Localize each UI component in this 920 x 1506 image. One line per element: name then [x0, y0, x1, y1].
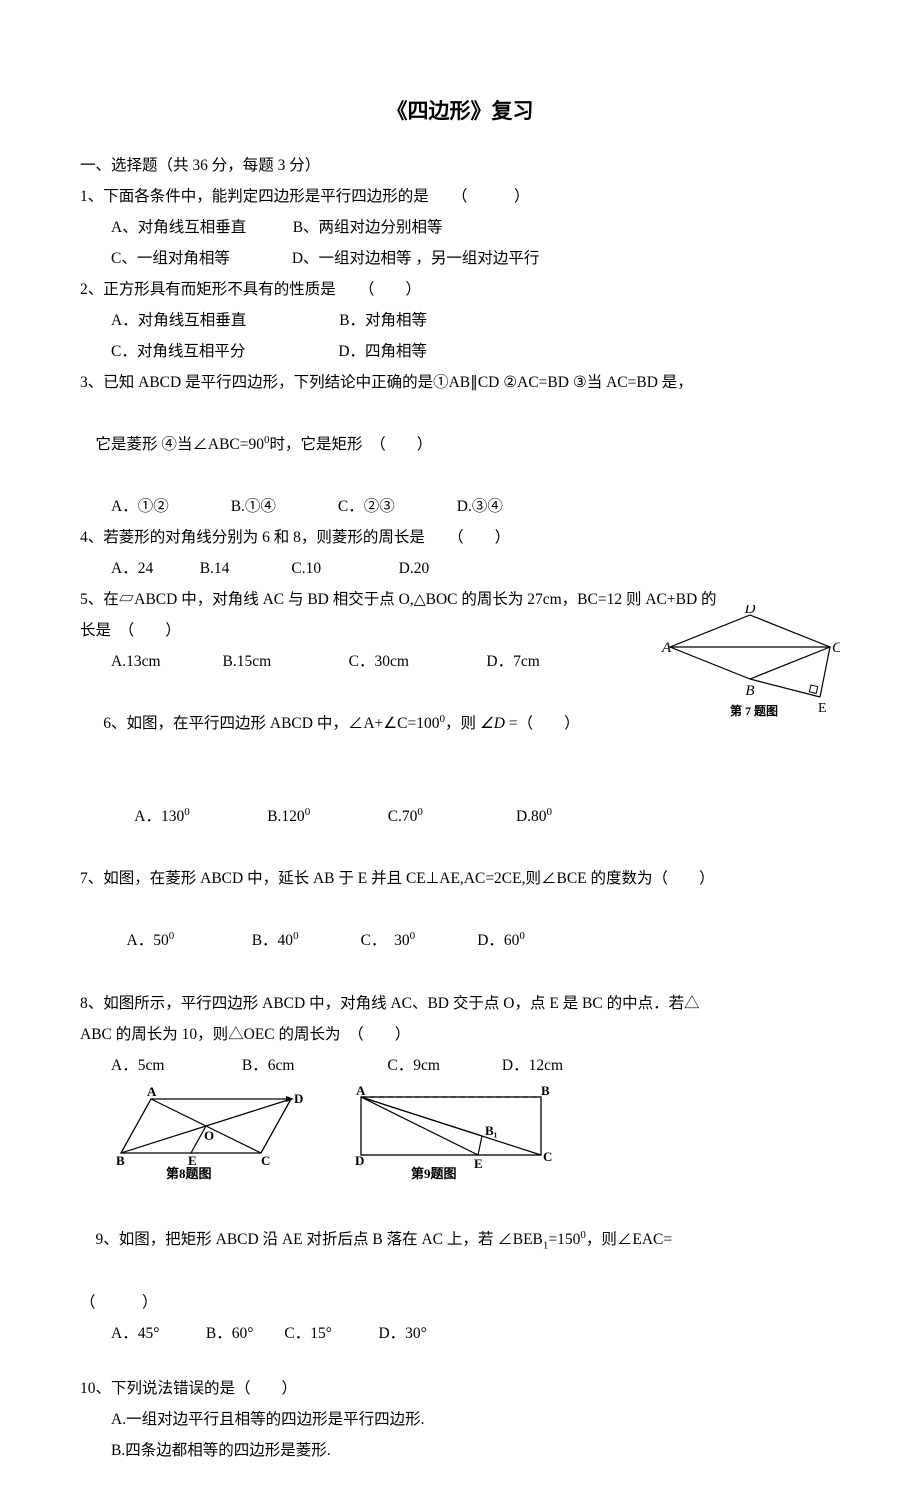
- degree-superscript: 0: [547, 806, 553, 818]
- q1-stem: 1、下面各条件中，能判定四边形是平行四边形的是 （ ）: [80, 181, 840, 212]
- fig8-label-c: C: [261, 1153, 270, 1168]
- q6-opt-d: D.80: [516, 808, 547, 825]
- q10-stem: 10、下列说法错误的是（ ）: [80, 1373, 840, 1404]
- q7-figure-wrap: 长是 （ ） A.13cm B.15cm C．30cm D．7cm 6、如图，在…: [80, 615, 840, 863]
- fig9-label-b: B: [541, 1085, 550, 1098]
- q9-angle-pre: ∠BEB: [497, 1231, 543, 1248]
- degree-superscript: 0: [519, 930, 525, 942]
- q6-opt-c: C.70: [388, 808, 418, 825]
- q9-figure: A B C D E B₁ 第9题图: [351, 1085, 571, 1191]
- worksheet-page: 《四边形》复习 一、选择题（共 36 分，每题 3 分） 1、下面各条件中，能判…: [0, 0, 920, 1506]
- page-title: 《四边形》复习: [80, 90, 840, 132]
- q9-stem-prefix: 9、如图，把矩形 ABCD 沿 AE 对折后点 B 落在 AC 上，若: [96, 1231, 498, 1248]
- q2-options-ab: A．对角线互相垂直 B．对角相等: [80, 305, 840, 336]
- q7-opt-d: D．60: [477, 933, 519, 950]
- fig8-label-o: O: [204, 1128, 214, 1143]
- degree-superscript: 0: [410, 930, 416, 942]
- fig7-label-d: D: [744, 605, 756, 617]
- degree-superscript: 0: [417, 806, 423, 818]
- q9-paren: （ ）: [80, 1287, 840, 1318]
- q3-stem-b: 它是菱形 ④当∠ABC=900时，它是矩形 （ ）: [80, 398, 840, 491]
- fig8-label-b: B: [116, 1153, 125, 1168]
- fig7-caption: 第 7 题图: [730, 703, 778, 718]
- degree-superscript: 0: [293, 930, 299, 942]
- fig9-label-c: C: [543, 1149, 552, 1164]
- section-heading: 一、选择题（共 36 分，每题 3 分）: [80, 150, 840, 181]
- q8-stem-b: ABC 的周长为 10，则△OEC 的周长为 （ ）: [80, 1019, 840, 1050]
- fig7-label-b: B: [745, 683, 754, 699]
- q2-stem: 2、正方形具有而矩形不具有的性质是 （ ）: [80, 274, 840, 305]
- q8-options: A．5cm B．6cm C．9cm D．12cm: [80, 1050, 840, 1081]
- q2-options-cd: C．对角线互相平分 D．四角相等: [80, 336, 840, 367]
- q9-stem: 9、如图，把矩形 ABCD 沿 AE 对折后点 B 落在 AC 上，若 ∠BEB…: [80, 1193, 840, 1287]
- fig7-label-c: C: [832, 640, 840, 656]
- q3-options: A．①② B.①④ C．②③ D.③④: [80, 491, 840, 522]
- degree-superscript: 0: [305, 806, 311, 818]
- fig8-label-d: D: [294, 1091, 303, 1106]
- degree-superscript: 0: [169, 930, 175, 942]
- q1-options-ab: A、对角线互相垂直 B、两组对边分别相等: [80, 212, 840, 243]
- q6-opt-b: B.120: [267, 808, 304, 825]
- fig7-label-e: E: [818, 701, 827, 716]
- q4-options: A．24 B.14 C.10 D.20: [80, 553, 840, 584]
- q7-opt-b: B．40: [252, 933, 293, 950]
- degree-superscript: 0: [184, 806, 190, 818]
- spacer: [80, 1349, 840, 1373]
- q6-opt-a: A．130: [134, 808, 184, 825]
- q6-angle-d: ∠D: [480, 715, 505, 732]
- fig9-caption: 第9题图: [411, 1166, 457, 1180]
- figure-row: A D B C E O 第8题图 A B C D E: [80, 1085, 840, 1191]
- q3-stem-b-suffix: 时，它是矩形 （ ）: [270, 436, 433, 453]
- fig7-label-a: A: [661, 640, 672, 656]
- fig9-label-b1: B₁: [485, 1123, 498, 1138]
- q10-opt-a: A.一组对边平行且相等的四边形是平行四边形.: [80, 1404, 840, 1435]
- q8-stem-a: 8、如图所示，平行四边形 ABCD 中，对角线 AC、BD 交于点 O，点 E …: [80, 988, 840, 1019]
- q7-opt-a: A．50: [127, 933, 169, 950]
- q7-options: A．500 B．400 C． 300 D．600: [80, 894, 840, 987]
- q6-stem-suffix: =（ ）: [505, 715, 580, 732]
- q3-stem-a: 3、已知 ABCD 是平行四边形，下列结论中正确的是①AB∥CD ②AC=BD …: [80, 367, 840, 398]
- q6-stem-mid: ，则: [445, 715, 480, 732]
- q10-opt-b: B.四条边都相等的四边形是菱形.: [80, 1435, 840, 1466]
- q7-opt-c: C． 30: [361, 933, 410, 950]
- fig8-caption: 第8题图: [166, 1166, 212, 1180]
- q7-figure: A B C D E 第 7 题图: [660, 605, 840, 731]
- q6-options: A．1300 B.1200 C.700 D.800: [80, 770, 840, 863]
- q9-angle-post: =150: [548, 1231, 580, 1248]
- fig9-label-e: E: [474, 1156, 483, 1171]
- q6-stem-prefix: 6、如图，在平行四边形 ABCD 中，∠A+∠C=100: [103, 715, 439, 732]
- q4-stem: 4、若菱形的对角线分别为 6 和 8，则菱形的周长是 （ ）: [80, 522, 840, 553]
- fig9-label-a: A: [356, 1085, 366, 1098]
- q3-stem-b-prefix: 它是菱形 ④当∠ABC=90: [96, 436, 265, 453]
- fig8-label-a: A: [147, 1085, 157, 1099]
- q9-options: A．45° B．60° C．15° D．30°: [80, 1318, 840, 1349]
- q8-figure: A D B C E O 第8题图: [111, 1085, 311, 1191]
- fig9-label-d: D: [355, 1153, 364, 1168]
- q1-options-cd: C、一组对角相等 D、一组对边相等 ，另一组对边平行: [80, 243, 840, 274]
- q7-stem: 7、如图，在菱形 ABCD 中，延长 AB 于 E 并且 CE⊥AE,AC=2C…: [80, 863, 840, 894]
- q9-stem-suffix: ，则∠EAC=: [586, 1231, 672, 1248]
